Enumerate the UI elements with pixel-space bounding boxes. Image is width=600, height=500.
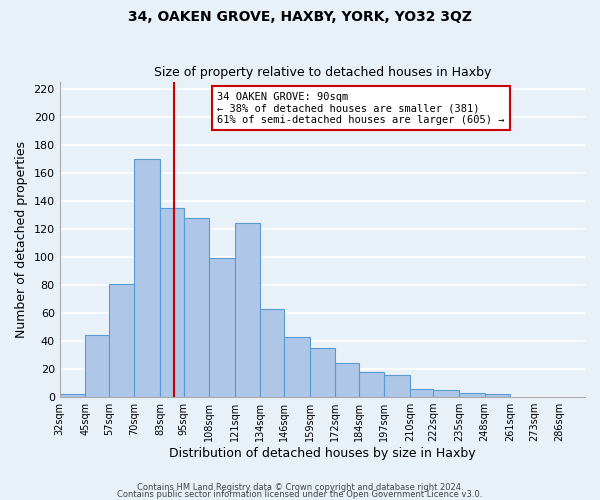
Bar bbox=[184, 218, 209, 397]
Text: Contains HM Land Registry data © Crown copyright and database right 2024.: Contains HM Land Registry data © Crown c… bbox=[137, 484, 463, 492]
Bar bbox=[433, 390, 459, 397]
Y-axis label: Number of detached properties: Number of detached properties bbox=[15, 141, 28, 338]
Bar bbox=[310, 348, 335, 397]
Bar bbox=[260, 309, 284, 397]
X-axis label: Distribution of detached houses by size in Haxby: Distribution of detached houses by size … bbox=[169, 447, 476, 460]
Bar bbox=[109, 284, 134, 397]
Bar bbox=[85, 336, 109, 397]
Bar bbox=[459, 393, 485, 397]
Title: Size of property relative to detached houses in Haxby: Size of property relative to detached ho… bbox=[154, 66, 491, 80]
Text: 34, OAKEN GROVE, HAXBY, YORK, YO32 3QZ: 34, OAKEN GROVE, HAXBY, YORK, YO32 3QZ bbox=[128, 10, 472, 24]
Bar bbox=[59, 394, 85, 397]
Bar bbox=[134, 159, 160, 397]
Bar bbox=[235, 224, 260, 397]
Bar bbox=[284, 337, 310, 397]
Bar bbox=[359, 372, 385, 397]
Bar bbox=[209, 258, 235, 397]
Bar bbox=[160, 208, 184, 397]
Bar bbox=[385, 374, 410, 397]
Text: Contains public sector information licensed under the Open Government Licence v3: Contains public sector information licen… bbox=[118, 490, 482, 499]
Bar bbox=[335, 364, 359, 397]
Bar bbox=[485, 394, 510, 397]
Bar bbox=[410, 388, 433, 397]
Text: 34 OAKEN GROVE: 90sqm
← 38% of detached houses are smaller (381)
61% of semi-det: 34 OAKEN GROVE: 90sqm ← 38% of detached … bbox=[217, 92, 505, 124]
